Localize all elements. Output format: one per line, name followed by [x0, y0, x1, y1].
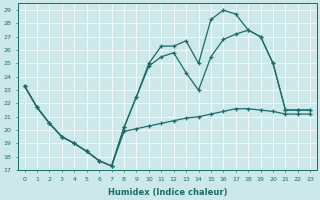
X-axis label: Humidex (Indice chaleur): Humidex (Indice chaleur): [108, 188, 227, 197]
